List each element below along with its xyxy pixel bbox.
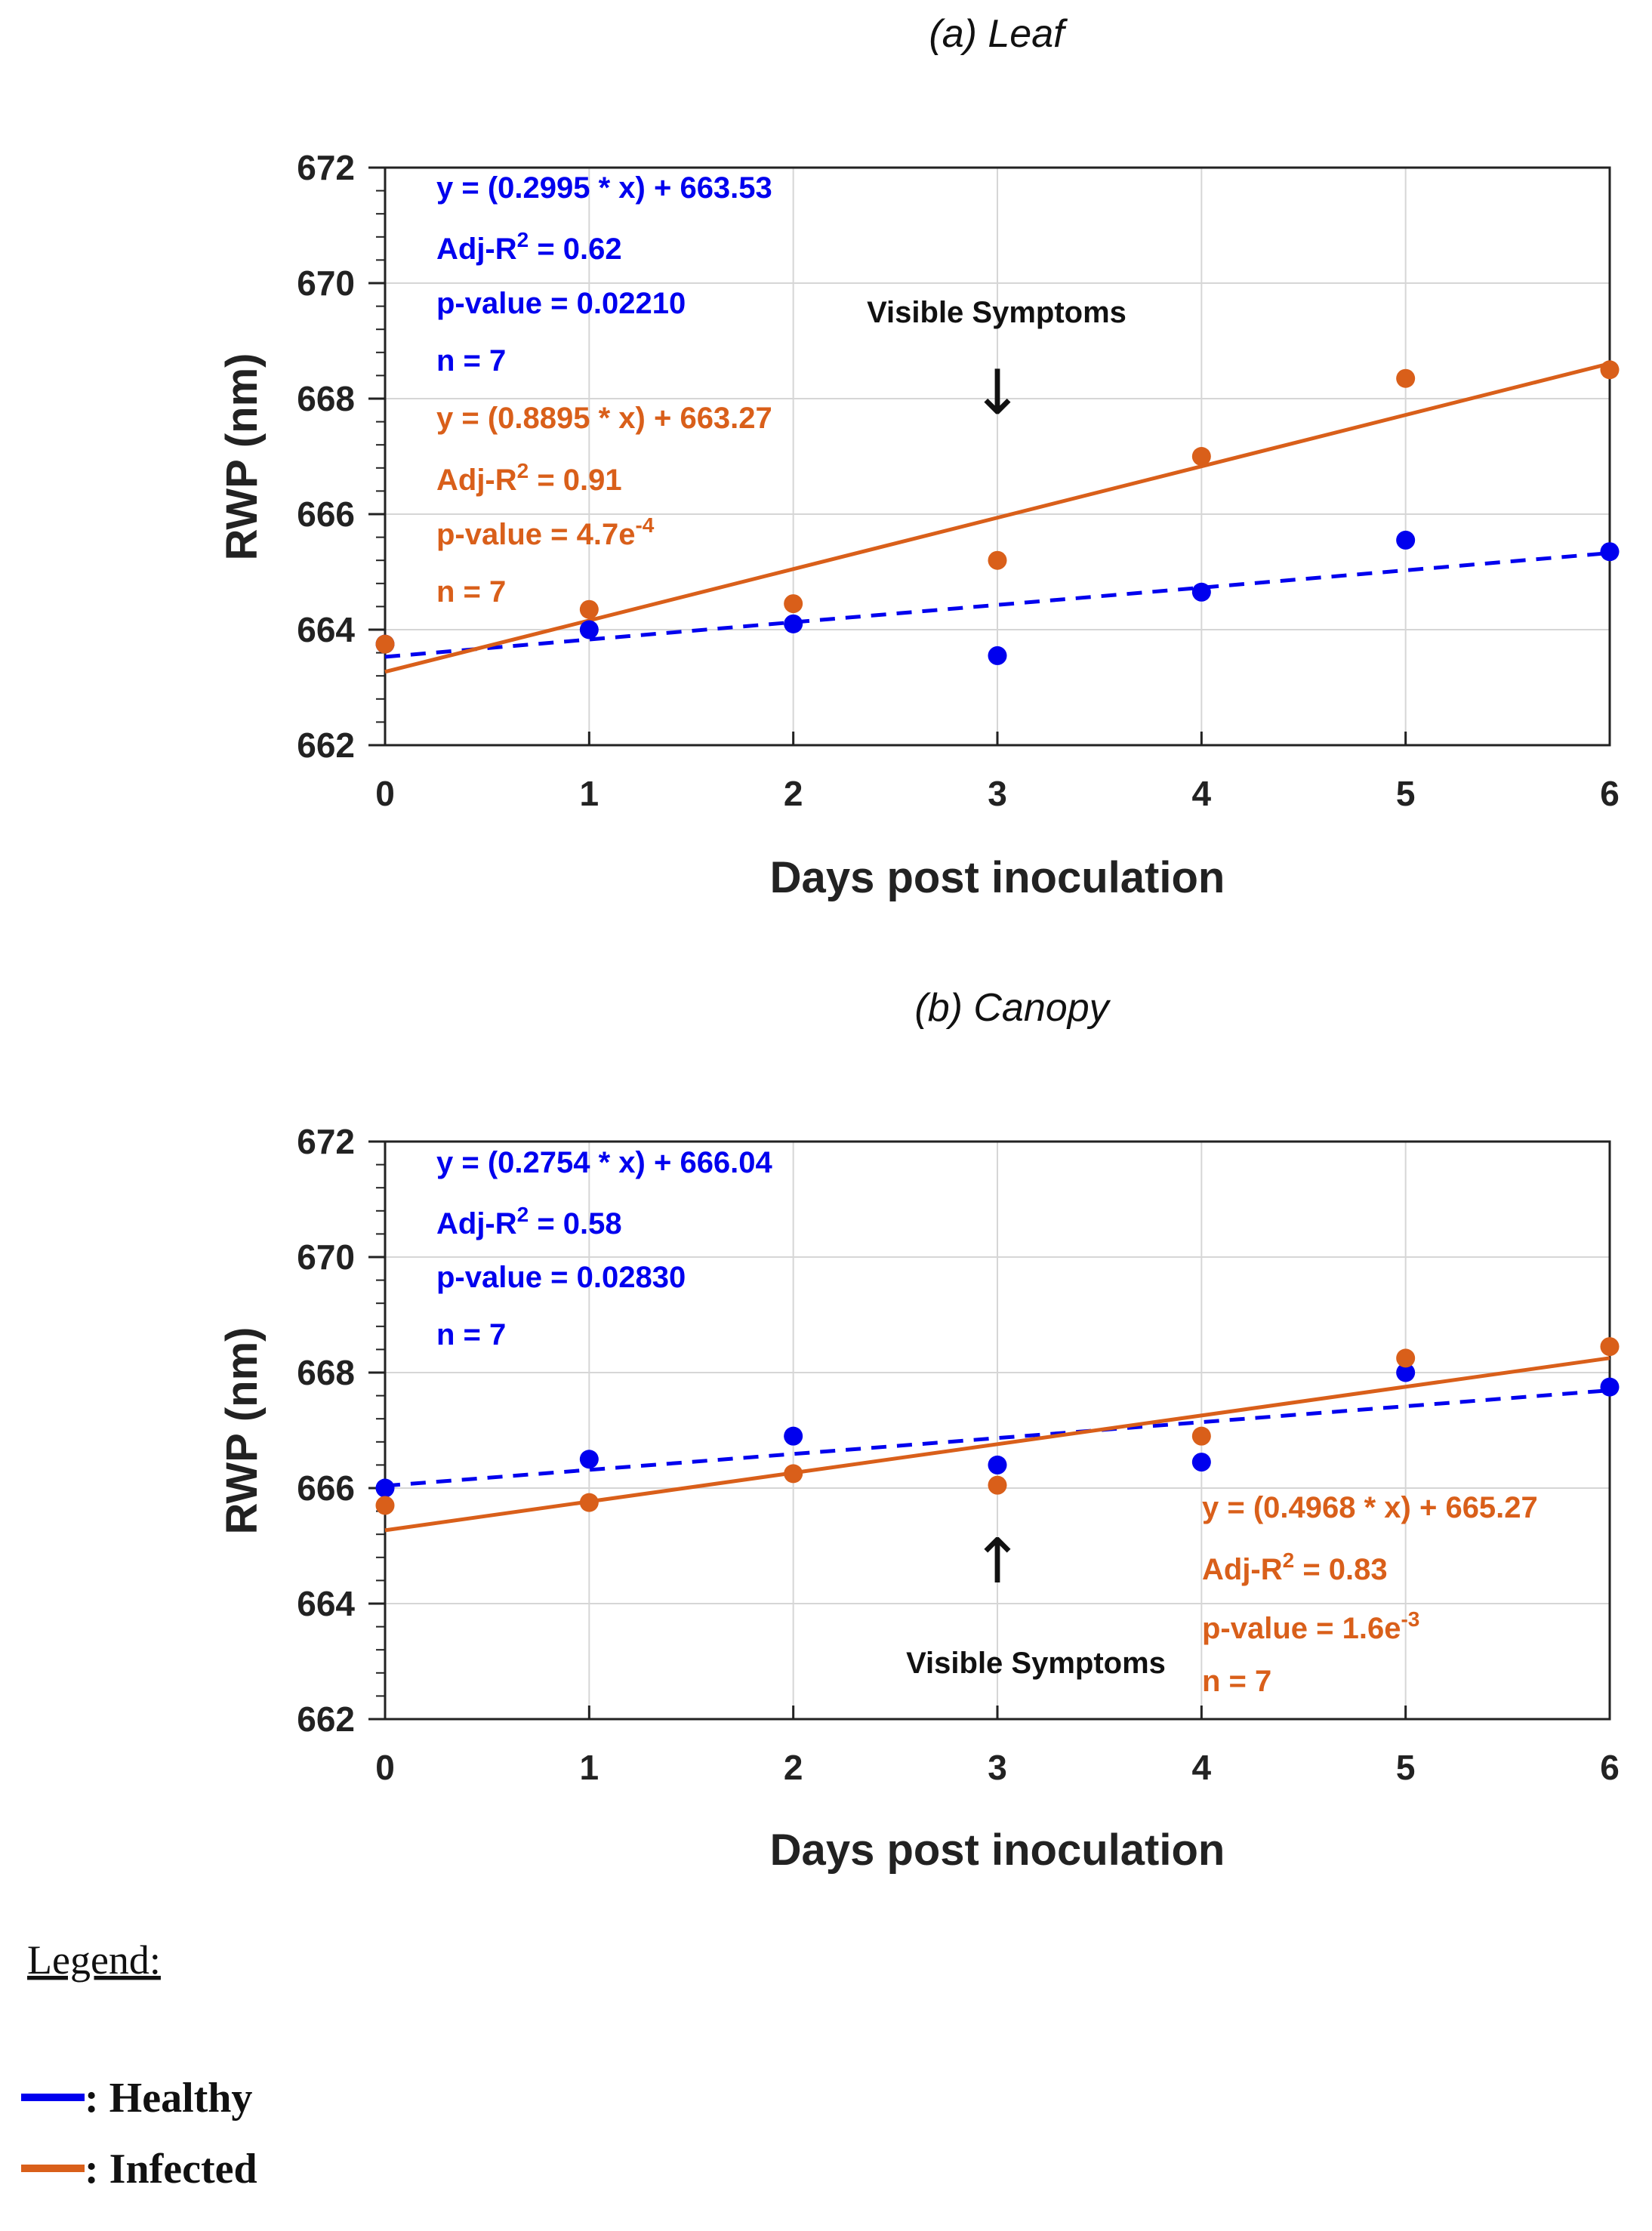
legend-label-healthy: : Healthy <box>85 2075 252 2122</box>
point-infected <box>1191 447 1211 466</box>
y-tick-label: 662 <box>297 1699 355 1739</box>
visible-symptoms-label-b: Visible Symptoms <box>906 1647 1166 1680</box>
x-axis-label-b: Days post inoculation <box>770 1826 1225 1875</box>
equation-text: y = (0.8895 * x) + 663.27 <box>436 402 772 435</box>
point-healthy <box>1600 1377 1620 1397</box>
x-tick-label: 6 <box>1600 1748 1620 1787</box>
point-healthy <box>1191 1453 1211 1472</box>
y-tick-label: 670 <box>297 1237 355 1277</box>
point-healthy <box>1396 530 1416 550</box>
point-infected <box>1600 360 1620 380</box>
y-tick-label: 664 <box>297 610 355 649</box>
y-axis-label-a: RWP (nm) <box>217 353 267 561</box>
x-tick-label: 2 <box>784 774 803 813</box>
legend-title: Legend: <box>27 1937 161 1983</box>
x-tick-label: 5 <box>1396 1748 1416 1787</box>
point-healthy <box>375 1478 395 1498</box>
ticks-b: 0 1 2 3 4 5 6 662 664 666 668 670 672 <box>297 1122 1620 1787</box>
x-tick-label: 6 <box>1600 774 1620 813</box>
point-infected <box>784 1464 803 1484</box>
ticks-a: 0 1 2 3 4 5 6 662 664 666 668 670 672 <box>297 148 1620 813</box>
y-tick-label: 670 <box>297 263 355 303</box>
point-infected <box>1600 1337 1620 1357</box>
point-infected <box>579 599 599 619</box>
y-tick-label: 666 <box>297 495 355 534</box>
y-tick-label: 672 <box>297 148 355 187</box>
annotation-infected-b: y = (0.4968 * x) + 665.27 Adj-R2 = 0.83 … <box>1202 1491 1538 1698</box>
point-infected <box>784 594 803 614</box>
point-infected <box>375 1496 395 1515</box>
adj-r2-text: Adj-R2 = 0.91 <box>436 459 622 497</box>
data-points-a <box>375 360 1620 665</box>
point-healthy <box>988 1455 1007 1474</box>
point-infected <box>1396 1348 1416 1368</box>
n-text: n = 7 <box>1202 1665 1271 1698</box>
legend: Legend: : Healthy : Infected <box>21 1937 257 2192</box>
point-infected <box>1396 368 1416 388</box>
x-tick-label: 4 <box>1192 1748 1212 1787</box>
arrow-up-icon: ↑ <box>972 1526 1024 1598</box>
x-tick-label: 1 <box>580 774 599 813</box>
x-tick-label: 3 <box>988 774 1007 813</box>
n-text: n = 7 <box>436 575 506 609</box>
point-infected <box>579 1493 599 1512</box>
legend-label-infected: : Infected <box>85 2146 257 2192</box>
point-healthy <box>988 646 1007 665</box>
annotation-healthy-a: y = (0.2995 * x) + 663.53 Adj-R2 = 0.62 … <box>436 171 772 377</box>
visible-symptoms-label-a: Visible Symptoms <box>867 296 1127 329</box>
point-healthy <box>784 1426 803 1446</box>
point-healthy <box>1396 1363 1416 1382</box>
panel-leaf: (a) Leaf 0 1 2 3 4 5 6 662 664 666 668 670 672 RWP (… <box>217 12 1620 902</box>
adj-r2-text: Adj-R2 = 0.62 <box>436 228 622 266</box>
x-axis-label-a: Days post inoculation <box>770 853 1225 902</box>
n-text: n = 7 <box>436 344 506 377</box>
legend-swatch-infected <box>21 2165 85 2172</box>
point-healthy <box>579 1450 599 1469</box>
point-healthy <box>579 620 599 639</box>
point-infected <box>1191 1426 1211 1446</box>
y-tick-label: 666 <box>297 1468 355 1508</box>
arrow-down-icon: ↓ <box>972 357 1024 429</box>
point-healthy <box>1600 542 1620 562</box>
panel-b-title: (b) Canopy <box>914 986 1111 1030</box>
annotation-infected-a: y = (0.8895 * x) + 663.27 Adj-R2 = 0.91 … <box>436 402 772 609</box>
p-value-text: p-value = 0.02830 <box>436 1261 686 1294</box>
point-infected <box>375 634 395 654</box>
n-text: n = 7 <box>436 1318 506 1351</box>
x-tick-label: 0 <box>375 1748 395 1787</box>
adj-r2-text: Adj-R2 = 0.83 <box>1202 1548 1388 1586</box>
equation-text: y = (0.2995 * x) + 663.53 <box>436 171 772 205</box>
adj-r2-text: Adj-R2 = 0.58 <box>436 1203 622 1240</box>
point-infected <box>988 550 1007 570</box>
y-axis-label-b: RWP (nm) <box>217 1327 267 1535</box>
x-tick-label: 0 <box>375 774 395 813</box>
x-tick-label: 1 <box>580 1748 599 1787</box>
point-healthy <box>1191 582 1211 602</box>
point-infected <box>988 1475 1007 1495</box>
y-tick-label: 668 <box>297 1353 355 1392</box>
p-value-text: p-value = 4.7e-4 <box>436 513 655 551</box>
x-tick-label: 4 <box>1192 774 1212 813</box>
y-tick-label: 668 <box>297 379 355 418</box>
panel-canopy: (b) Canopy 0 1 2 3 4 5 6 662 664 666 668 670 672 RWP… <box>217 986 1620 1875</box>
equation-text: y = (0.4968 * x) + 665.27 <box>1202 1491 1538 1524</box>
y-tick-label: 672 <box>297 1122 355 1161</box>
legend-swatch-healthy <box>21 2094 85 2101</box>
x-tick-label: 2 <box>784 1748 803 1787</box>
y-tick-label: 664 <box>297 1584 355 1623</box>
x-tick-label: 3 <box>988 1748 1007 1787</box>
y-tick-label: 662 <box>297 726 355 765</box>
x-tick-label: 5 <box>1396 774 1416 813</box>
panel-a-title: (a) Leaf <box>929 12 1068 56</box>
equation-text: y = (0.2754 * x) + 666.04 <box>436 1146 773 1179</box>
p-value-text: p-value = 0.02210 <box>436 287 686 320</box>
data-points-b <box>375 1337 1620 1515</box>
point-healthy <box>784 614 803 633</box>
annotation-healthy-b: y = (0.2754 * x) + 666.04 Adj-R2 = 0.58 … <box>436 1146 773 1351</box>
p-value-text: p-value = 1.6e-3 <box>1202 1607 1419 1645</box>
